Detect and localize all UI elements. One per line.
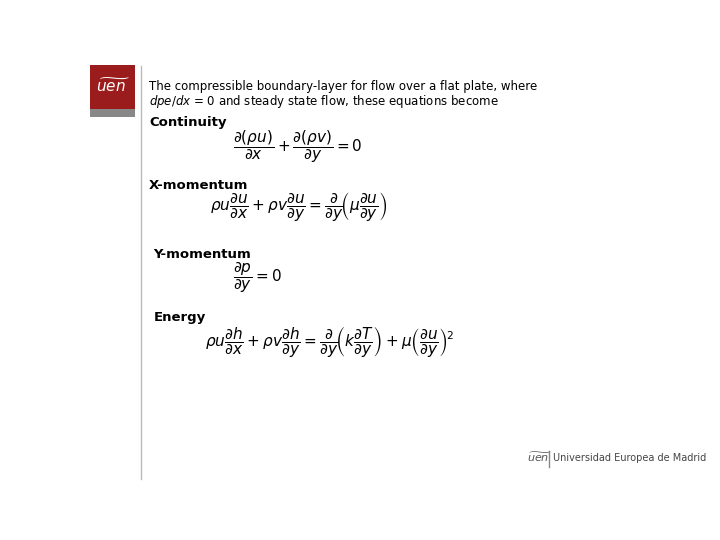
Text: Energy: Energy: [153, 311, 206, 324]
Text: Continuity: Continuity: [149, 116, 226, 129]
Text: The compressible boundary-layer for flow over a flat plate, where: The compressible boundary-layer for flow…: [149, 80, 537, 93]
Text: $\rho u \dfrac{\partial h}{\partial x} + \rho v \dfrac{\partial h}{\partial y} =: $\rho u \dfrac{\partial h}{\partial x} +…: [204, 323, 454, 359]
Bar: [90, 65, 135, 110]
Text: X-momentum: X-momentum: [149, 179, 248, 192]
Text: $\dfrac{\partial p}{\partial y} = 0$: $\dfrac{\partial p}{\partial y} = 0$: [233, 260, 282, 295]
Text: $\widetilde{uen}$: $\widetilde{uen}$: [96, 78, 130, 95]
Text: $\dfrac{\partial(\rho u)}{\partial x} + \dfrac{\partial(\rho v)}{\partial y} = 0: $\dfrac{\partial(\rho u)}{\partial x} + …: [233, 128, 363, 165]
Text: $\rho u \dfrac{\partial u}{\partial x} + \rho v \dfrac{\partial u}{\partial y} =: $\rho u \dfrac{\partial u}{\partial x} +…: [210, 190, 387, 224]
Text: $\mathit{dpe/dx}$ = 0 and steady state flow, these equations become: $\mathit{dpe/dx}$ = 0 and steady state f…: [149, 92, 499, 110]
Bar: [90, 110, 135, 117]
Text: Y-momentum: Y-momentum: [153, 248, 251, 261]
Text: Universidad Europea de Madrid: Universidad Europea de Madrid: [554, 453, 707, 463]
Text: $\widetilde{uen}$: $\widetilde{uen}$: [527, 451, 552, 464]
